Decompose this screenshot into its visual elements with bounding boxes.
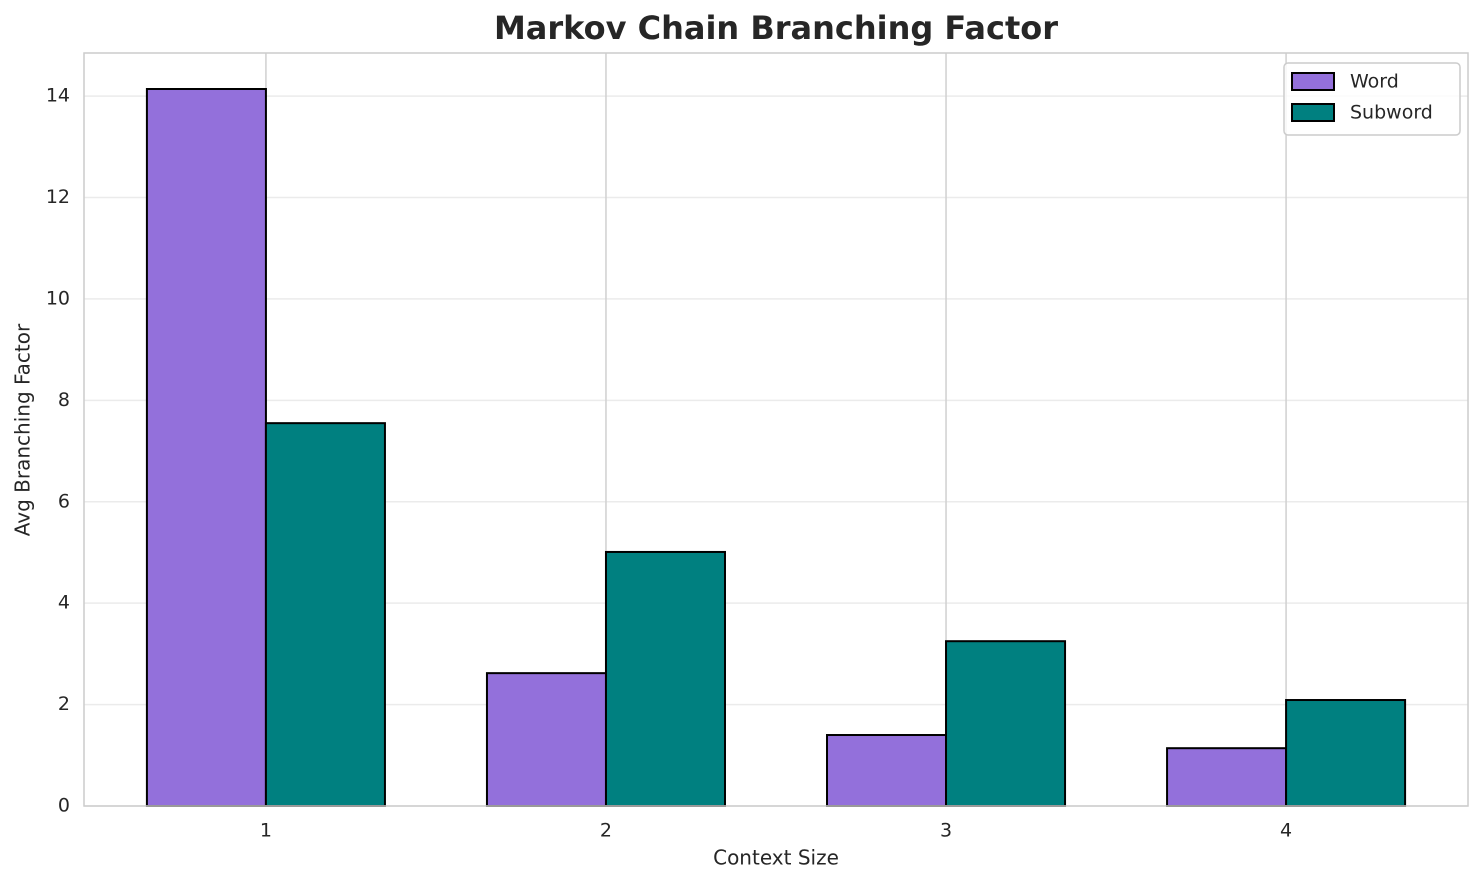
x-tick-label: 2 <box>600 820 612 842</box>
y-tick-label: 12 <box>46 186 70 208</box>
x-tick-label: 3 <box>940 820 952 842</box>
legend-swatch <box>1291 72 1335 91</box>
bar <box>264 422 386 807</box>
bar <box>945 640 1067 807</box>
y-tick-label: 10 <box>46 287 70 309</box>
legend-label: Subword <box>1350 102 1433 124</box>
chart-title: Markov Chain Branching Factor <box>494 9 1058 47</box>
x-axis-label: Context Size <box>713 846 839 870</box>
y-tick-label: 6 <box>58 490 70 512</box>
y-tick-label: 14 <box>46 85 70 107</box>
y-tick-label: 8 <box>58 389 70 411</box>
bar <box>826 734 948 807</box>
bar <box>1285 699 1407 807</box>
legend: Word Subword <box>1283 62 1461 136</box>
bar <box>145 88 267 808</box>
y-tick-label: 2 <box>58 693 70 715</box>
legend-label: Word <box>1350 71 1399 93</box>
legend-swatch <box>1291 103 1335 122</box>
x-tick-label: 4 <box>1280 820 1292 842</box>
y-tick-label: 0 <box>58 795 70 817</box>
plot-frame <box>83 52 1469 807</box>
x-tick-label: 1 <box>260 820 272 842</box>
y-axis-label: Avg Branching Factor <box>11 323 35 536</box>
bar <box>604 550 726 807</box>
bar <box>1166 747 1288 808</box>
bar <box>485 672 607 807</box>
y-tick-label: 4 <box>58 592 70 614</box>
